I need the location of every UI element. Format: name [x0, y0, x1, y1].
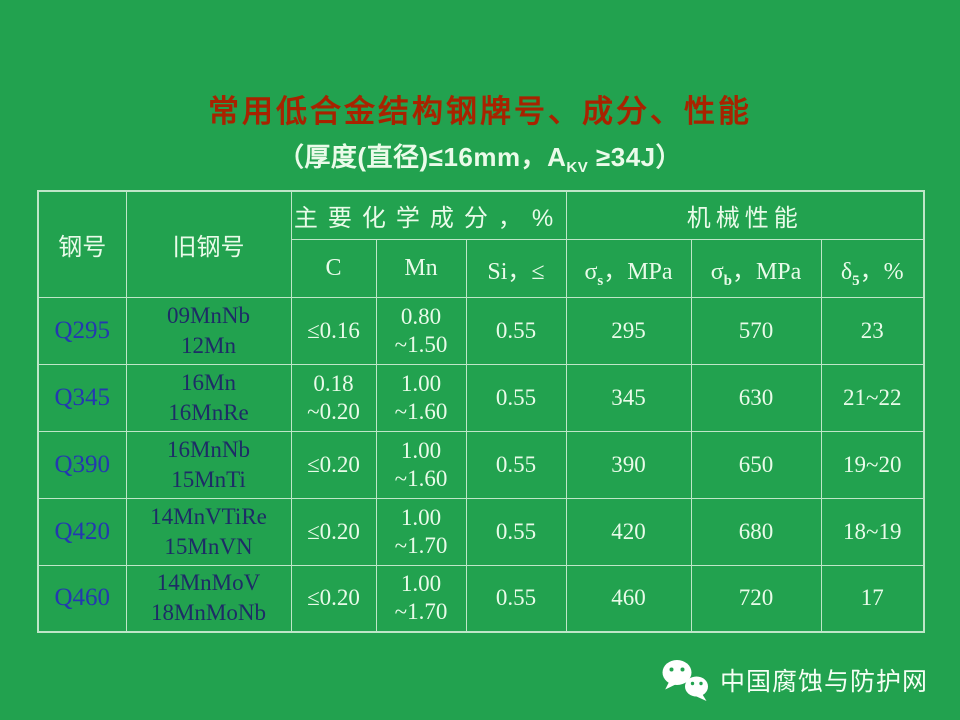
- col-header-steel-grade: 钢号: [37, 190, 127, 298]
- page-title: 常用低合金结构钢牌号、成分、性能: [208, 94, 752, 129]
- carbon-cell: ≤0.20: [290, 564, 377, 633]
- table-row: Q420 14MnVTiRe 15MnVN ≤0.20 1.00 ~1.70 0.5…: [37, 497, 925, 566]
- col-header-carbon: C: [290, 238, 377, 298]
- old-grade-cell: 09MnNb 12Mn: [125, 296, 292, 365]
- old-grade-cell: 14MnMoV 18MnMoNb: [125, 564, 292, 633]
- subtitle-prefix: （厚度(直径)≤16mm，A: [277, 142, 567, 172]
- carbon-cell: 0.18 ~0.20: [290, 363, 377, 432]
- sigma-s-cell: 345: [565, 363, 692, 432]
- steel-grade-cell: Q420: [37, 497, 127, 566]
- silicon-cell: 0.55: [465, 497, 567, 566]
- elongation-cell: 21~22: [820, 363, 925, 432]
- sigma-s-cell: 295: [565, 296, 692, 365]
- table-row: Q460 14MnMoV 18MnMoNb ≤0.20 1.00 ~1.70 0.5…: [37, 564, 925, 633]
- col-group-mechanical-properties: 机械性能: [565, 190, 925, 240]
- carbon-cell: ≤0.16: [290, 296, 377, 365]
- old-grade-cell: 16MnNb 15MnTi: [125, 430, 292, 499]
- silicon-cell: 0.55: [465, 363, 567, 432]
- sigma-s-cell: 420: [565, 497, 692, 566]
- col-header-silicon: Si，≤: [465, 238, 567, 298]
- manganese-cell: 1.00 ~1.70: [375, 497, 467, 566]
- manganese-cell: 0.80 ~1.50: [375, 296, 467, 365]
- brand-footer: 中国腐蚀与防护网: [660, 658, 928, 702]
- silicon-cell: 0.55: [465, 564, 567, 633]
- col-header-sigma-s: σs，MPa: [565, 238, 692, 298]
- old-grade-cell: 14MnVTiRe 15MnVN: [125, 497, 292, 566]
- header-row-columns: C Mn Si，≤ σs，MPa σb，MPa δ5，%: [38, 238, 925, 298]
- col-header-delta-5: δ5，%: [820, 238, 925, 298]
- steel-grade-cell: Q390: [37, 430, 127, 499]
- silicon-cell: 0.55: [465, 430, 567, 499]
- sigma-b-cell: 680: [690, 497, 822, 566]
- page-subtitle: （厚度(直径)≤16mm，AKV ≥34J）: [0, 137, 960, 177]
- sigma-s-cell: 390: [565, 430, 692, 499]
- sigma-b-cell: 650: [690, 430, 822, 499]
- subtitle-suffix: ≥34J）: [588, 142, 683, 172]
- sigma-b-cell: 630: [690, 363, 822, 432]
- wechat-icon: [660, 658, 710, 702]
- col-header-old-grade: 旧钢号: [125, 190, 292, 298]
- manganese-cell: 1.00 ~1.60: [375, 363, 467, 432]
- elongation-cell: 17: [820, 564, 925, 633]
- steel-grade-cell: Q460: [37, 564, 127, 633]
- table-row: Q345 16Mn 16MnRe 0.18 ~0.20 1.00 ~1.60 0.55…: [37, 363, 925, 432]
- table-row: Q390 16MnNb 15MnTi ≤0.20 1.00 ~1.60 0.55 3…: [37, 430, 925, 499]
- steel-properties-table: 钢号 旧钢号 主要化学成分，% 机械性能 C Mn Si，≤ σs，MPa σb…: [37, 190, 925, 633]
- col-header-sigma-b: σb，MPa: [690, 238, 822, 298]
- subtitle-subscript: KV: [566, 159, 589, 177]
- brand-name: 中国腐蚀与防护网: [719, 668, 928, 696]
- table-row: Q295 09MnNb 12Mn ≤0.16 0.80 ~1.50 0.55 295…: [37, 296, 925, 365]
- steel-grade-cell: Q345: [37, 363, 127, 432]
- old-grade-cell: 16Mn 16MnRe: [125, 363, 292, 432]
- carbon-cell: ≤0.20: [290, 430, 377, 499]
- manganese-cell: 1.00 ~1.70: [375, 564, 467, 633]
- elongation-cell: 18~19: [820, 497, 925, 566]
- silicon-cell: 0.55: [465, 296, 567, 365]
- manganese-cell: 1.00 ~1.60: [375, 430, 467, 499]
- col-group-chemical-composition: 主要化学成分，%: [290, 190, 567, 240]
- col-header-manganese: Mn: [375, 238, 467, 298]
- sigma-b-cell: 720: [690, 564, 822, 633]
- header-row-groups: 钢号 旧钢号 主要化学成分，% 机械性能: [37, 190, 925, 298]
- sigma-b-cell: 570: [690, 296, 822, 365]
- elongation-cell: 23: [820, 296, 925, 365]
- carbon-cell: ≤0.20: [290, 497, 377, 566]
- elongation-cell: 19~20: [820, 430, 925, 499]
- sigma-s-cell: 460: [565, 564, 692, 633]
- steel-grade-cell: Q295: [37, 296, 127, 365]
